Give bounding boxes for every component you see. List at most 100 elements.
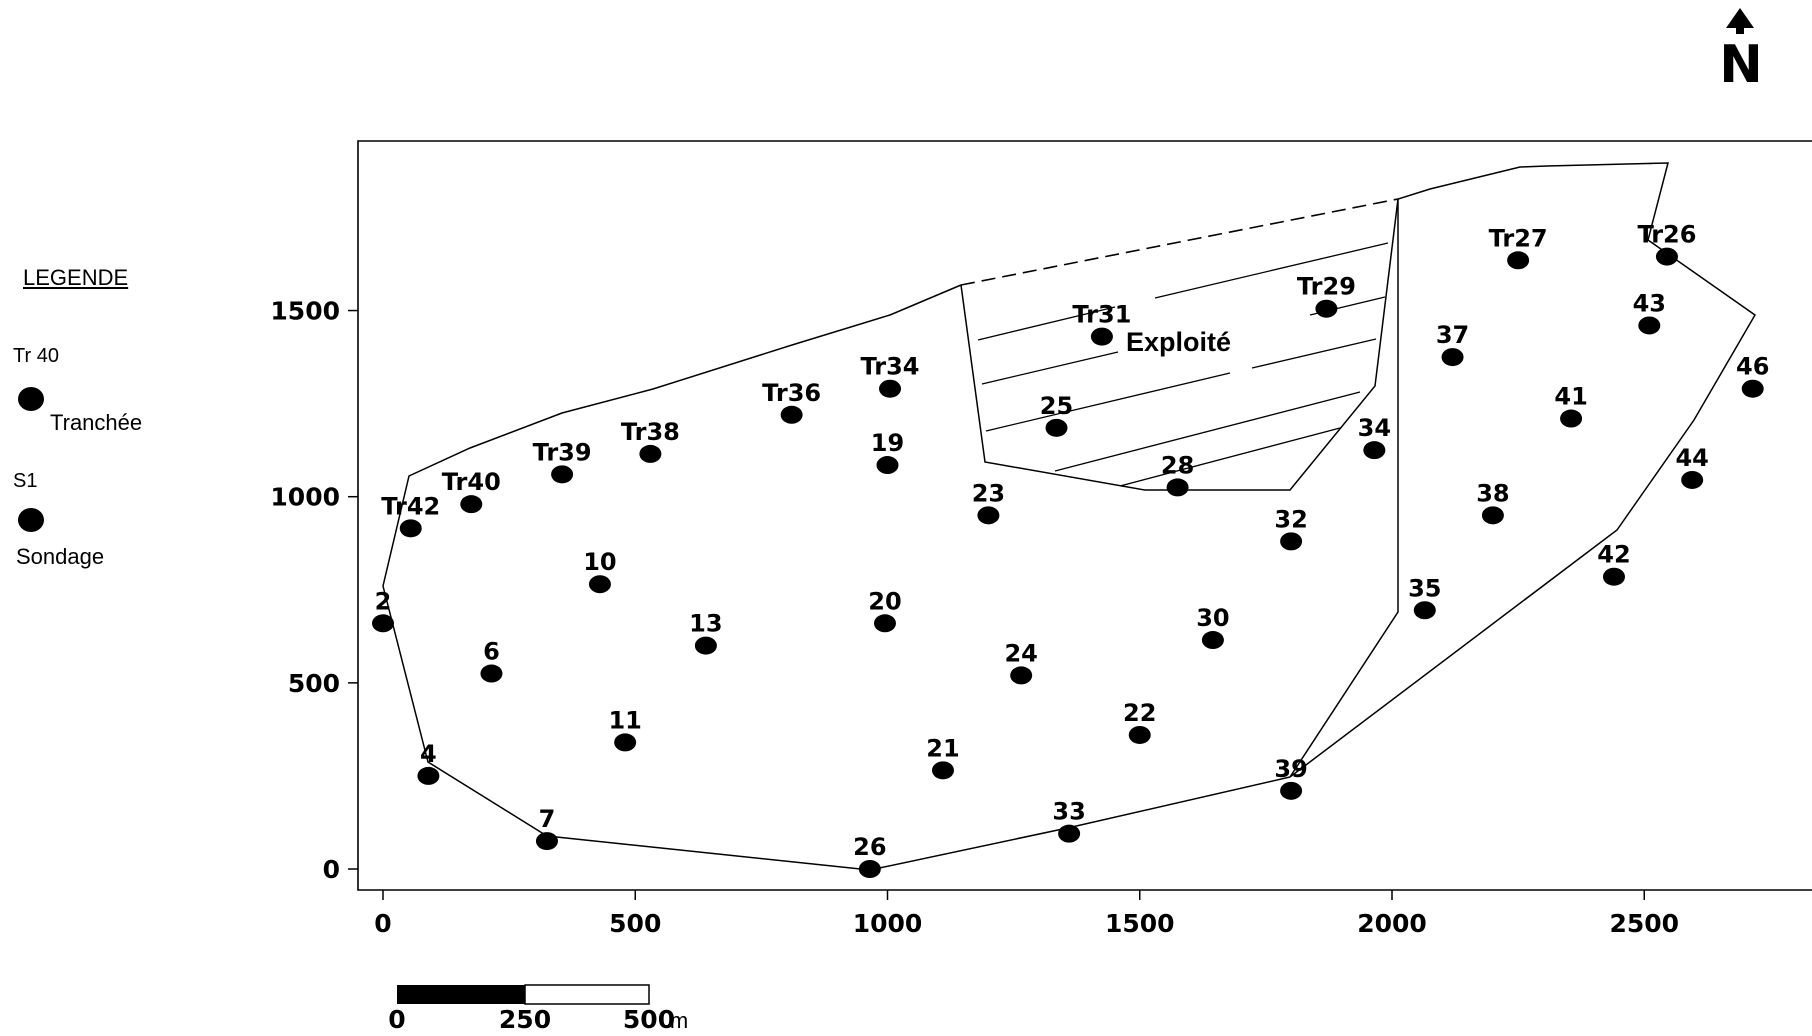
trench-label-tr29: Tr29 <box>1297 273 1356 301</box>
trench-marker-tr38 <box>639 444 662 463</box>
trench-label-tr40: Tr40 <box>442 468 501 496</box>
borehole-marker-23 <box>977 506 1000 525</box>
borehole-marker-33 <box>1058 824 1081 843</box>
borehole-marker-19 <box>876 456 899 475</box>
borehole-label-22: 22 <box>1123 699 1156 727</box>
borehole-label-23: 23 <box>972 479 1005 507</box>
exploited-zone-dashed-edge <box>960 198 1399 286</box>
x-tick-label: 1500 <box>1105 909 1175 938</box>
borehole-marker-35 <box>1413 601 1436 620</box>
borehole-marker-6 <box>480 664 503 683</box>
borehole-marker-20 <box>873 614 896 633</box>
borehole-label-32: 32 <box>1274 505 1307 533</box>
trench-label-tr27: Tr27 <box>1489 224 1548 252</box>
borehole-marker-28 <box>1166 478 1189 497</box>
trench-label-tr42: Tr42 <box>381 492 440 520</box>
borehole-label-44: 44 <box>1675 444 1708 472</box>
borehole-label-24: 24 <box>1004 639 1037 667</box>
legend-trench-symbol <box>18 387 44 411</box>
trench-marker-tr29 <box>1315 299 1338 318</box>
y-axis: 0 500 1000 1500 <box>270 297 358 884</box>
borehole-label-34: 34 <box>1358 414 1391 442</box>
borehole-label-11: 11 <box>608 706 641 734</box>
scale-bar: 0 250 500 m <box>388 984 688 1034</box>
borehole-label-30: 30 <box>1196 604 1229 632</box>
borehole-label-28: 28 <box>1161 451 1194 479</box>
borehole-label-35: 35 <box>1408 574 1441 602</box>
borehole-label-19: 19 <box>871 429 904 457</box>
x-tick-label: 2000 <box>1357 909 1427 938</box>
y-tick-label: 1000 <box>270 483 340 512</box>
borehole-marker-11 <box>614 733 637 752</box>
y-tick-label: 0 <box>323 855 340 884</box>
trench-marker-tr34 <box>879 379 902 398</box>
borehole-label-7: 7 <box>539 805 556 833</box>
borehole-label-39: 39 <box>1274 755 1307 783</box>
borehole-marker-43 <box>1638 316 1661 335</box>
borehole-marker-39 <box>1280 781 1303 800</box>
legend-borehole-code: S1 <box>13 470 38 492</box>
borehole-marker-21 <box>931 761 954 780</box>
borehole-label-26: 26 <box>853 833 886 861</box>
exploited-zone-label: Exploité <box>1126 327 1231 357</box>
borehole-marker-41 <box>1560 409 1583 428</box>
borehole-marker-7 <box>535 832 558 851</box>
x-tick-label: 2500 <box>1609 909 1679 938</box>
trench-marker-tr39 <box>551 465 574 484</box>
north-letter: N <box>1719 35 1763 95</box>
borehole-label-20: 20 <box>868 587 901 615</box>
exploited-zone-boundary <box>960 198 1399 491</box>
borehole-label-13: 13 <box>689 610 722 638</box>
legend: LEGENDE Tr 40 Tranchée S1 Sondage <box>0 0 200 600</box>
y-tick-label: 1500 <box>270 297 340 326</box>
north-arrow-icon: N <box>1719 8 1763 95</box>
borehole-marker-37 <box>1441 348 1464 367</box>
exploited-zone-hatching <box>977 242 1389 487</box>
borehole-label-33: 33 <box>1052 798 1085 826</box>
trench-marker-tr42 <box>399 519 422 538</box>
trench-marker-tr31 <box>1090 327 1113 346</box>
borehole-marker-24 <box>1010 666 1033 685</box>
x-tick-label: 1000 <box>853 909 923 938</box>
borehole-marker-42 <box>1602 567 1625 586</box>
x-tick-label: 0 <box>374 909 391 938</box>
trench-label-tr26: Tr26 <box>1637 221 1696 249</box>
trench-label-tr34: Tr34 <box>861 353 920 381</box>
scale-tick-500: 500 <box>623 1005 675 1034</box>
x-axis: 0 500 1000 1500 2000 2500 <box>374 890 1679 938</box>
borehole-marker-32 <box>1280 532 1303 551</box>
borehole-label-37: 37 <box>1436 321 1469 349</box>
borehole-marker-22 <box>1128 725 1151 744</box>
x-tick-label: 500 <box>609 909 661 938</box>
y-tick-label: 500 <box>288 669 340 698</box>
borehole-marker-25 <box>1045 418 1068 437</box>
borehole-label-38: 38 <box>1476 479 1509 507</box>
trench-label-tr36: Tr36 <box>762 379 821 407</box>
scale-tick-250: 250 <box>499 1005 551 1034</box>
borehole-marker-44 <box>1681 470 1704 489</box>
map-frame <box>357 140 1812 891</box>
borehole-marker-13 <box>694 636 717 655</box>
borehole-marker-30 <box>1201 631 1224 650</box>
trench-marker-tr26 <box>1655 247 1678 266</box>
trench-marker-tr40 <box>460 495 483 514</box>
borehole-label-42: 42 <box>1597 541 1630 569</box>
borehole-label-43: 43 <box>1633 289 1666 317</box>
legend-trench-code: Tr 40 <box>13 345 59 367</box>
borehole-label-2: 2 <box>375 587 392 615</box>
borehole-label-46: 46 <box>1736 353 1769 381</box>
borehole-label-4: 4 <box>420 740 437 768</box>
trench-label-tr39: Tr39 <box>533 438 592 466</box>
borehole-marker-34 <box>1363 441 1386 460</box>
borehole-marker-26 <box>858 860 881 878</box>
scale-bar-filled <box>397 985 525 1004</box>
borehole-label-21: 21 <box>926 734 959 762</box>
borehole-label-6: 6 <box>483 638 500 666</box>
trench-label-tr38: Tr38 <box>621 418 680 446</box>
legend-borehole-label: Sondage <box>16 544 105 569</box>
trench-label-tr31: Tr31 <box>1072 301 1131 329</box>
borehole-marker-38 <box>1481 506 1504 525</box>
borehole-marker-4 <box>417 766 440 785</box>
legend-trench-label: Tranchée <box>50 410 143 435</box>
